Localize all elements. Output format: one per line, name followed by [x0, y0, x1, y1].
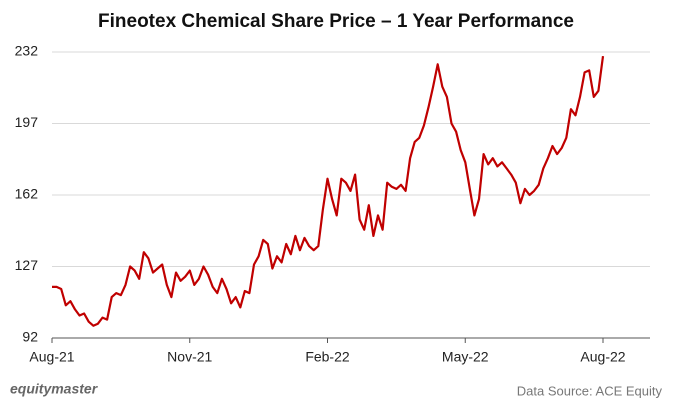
x-tick-label: Aug-22: [580, 349, 625, 365]
logo: equitymaster: [10, 381, 99, 397]
x-tick-label: Aug-21: [29, 349, 74, 365]
y-tick-label: 162: [15, 186, 39, 202]
y-tick-label: 197: [15, 114, 39, 130]
y-tick-label: 92: [22, 329, 38, 345]
y-tick-label: 232: [15, 43, 39, 59]
source-note: Data Source: ACE Equity: [517, 383, 663, 398]
chart-title: Fineotex Chemical Share Price – 1 Year P…: [98, 11, 574, 32]
x-tick-label: Nov-21: [167, 349, 212, 365]
x-tick-label: Feb-22: [305, 349, 350, 365]
x-tick-label: May-22: [442, 349, 489, 365]
y-tick-label: 127: [15, 257, 39, 273]
price-line: [52, 55, 605, 327]
